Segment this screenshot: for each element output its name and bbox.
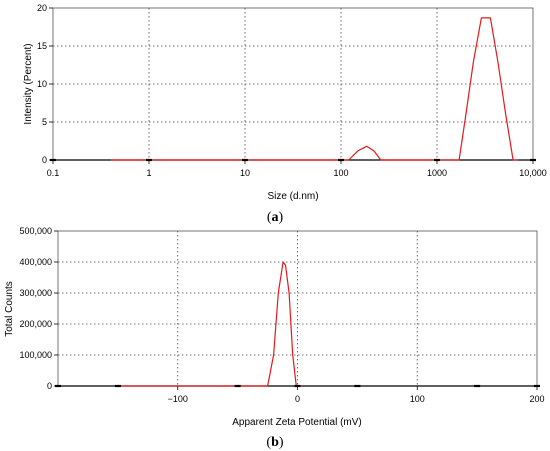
panel-a-x-tick-label: 100: [333, 168, 348, 178]
panel-b-grid: [58, 231, 537, 386]
panel-a-x-axis-label: Size (d.nm): [267, 191, 318, 202]
panel-a-y-ticks: 0 5 10 15 20: [37, 3, 53, 165]
panel-b-x-ticks: −100 0 100 200: [168, 386, 545, 404]
panel-b-y-axis-label: Total Counts: [4, 281, 15, 337]
panel-b-series: [55, 261, 540, 388]
panel-a-x-tick-label: 10,000: [519, 168, 547, 178]
panel-a-x-tick-label: 0.1: [47, 168, 60, 178]
panel-b-chart: 0 100,000 200,000 300,000 400,000 500,000 −10…: [4, 226, 545, 450]
panel-b-x-tick-label: −100: [168, 394, 188, 404]
panel-a-series: [50, 17, 536, 162]
panel-b-caption: (b): [266, 435, 283, 450]
panel-a-x-tick-label: 1: [146, 168, 151, 178]
panel-b-y-tick-label: 300,000: [19, 288, 52, 298]
panel-b-x-axis-label: Apparent Zeta Potential (mV): [232, 417, 362, 428]
panel-a-x-tick-label: 10: [240, 168, 250, 178]
panel-b-y-tick-label: 0: [47, 381, 52, 391]
panel-b-distribution-line: [117, 261, 302, 387]
panel-b-x-tick-label: 0: [295, 394, 300, 404]
panel-a-grid: [53, 8, 533, 160]
panel-a-x-ticks: 0.1 1 10 100 1000 10,000: [47, 160, 547, 178]
panel-a-y-tick-label: 10: [37, 79, 47, 89]
panel-a-y-axis-label: Intensity (Percent): [23, 43, 34, 124]
panel-b-y-tick-label: 500,000: [19, 226, 52, 236]
panel-a-distribution-line: [110, 17, 519, 161]
panel-a-y-tick-label: 5: [42, 117, 47, 127]
panel-b-y-tick-label: 400,000: [19, 257, 52, 267]
panel-b-y-tick-label: 100,000: [19, 350, 52, 360]
panel-a-y-tick-label: 0: [42, 155, 47, 165]
panel-a-caption: (a): [267, 210, 284, 225]
panel-b-y-ticks: 0 100,000 200,000 300,000 400,000 500,000: [19, 226, 58, 391]
panel-a-y-tick-label: 20: [37, 3, 47, 13]
panel-b-x-tick-label: 100: [410, 394, 425, 404]
panel-b-x-tick-label: 200: [529, 394, 544, 404]
panel-a-x-tick-label: 1000: [427, 168, 447, 178]
panel-a-y-tick-label: 15: [37, 41, 47, 51]
panel-b-y-tick-label: 200,000: [19, 319, 52, 329]
panel-a-chart: 0 5 10 15 20 0.1 1 10 100 1000 10,000 Size (d.nm)…: [23, 3, 547, 225]
